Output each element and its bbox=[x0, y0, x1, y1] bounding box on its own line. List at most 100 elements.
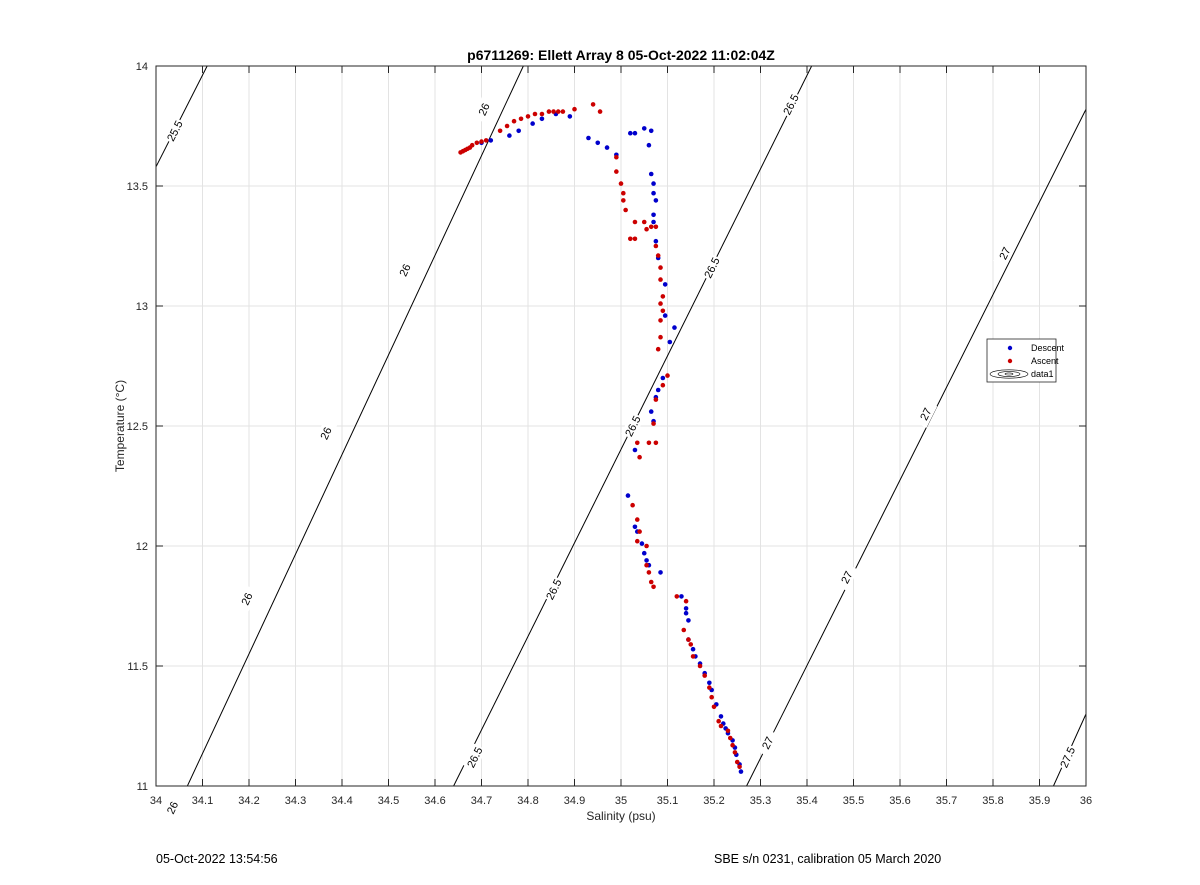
ascent-point bbox=[660, 308, 666, 314]
descent-point bbox=[672, 325, 677, 330]
ascent-point bbox=[697, 663, 703, 669]
ascent-point bbox=[572, 106, 577, 112]
descent-point bbox=[679, 594, 684, 599]
contour-line-25-5 bbox=[156, 66, 208, 168]
contour-label-bg bbox=[162, 116, 187, 145]
descent-point bbox=[530, 121, 535, 126]
contour-label: 26 bbox=[240, 591, 256, 607]
ascent-point bbox=[621, 190, 626, 196]
descent-point bbox=[738, 769, 744, 774]
ascent-point bbox=[634, 538, 640, 544]
x-tick-label: 35.6 bbox=[889, 795, 910, 807]
ascent-point bbox=[621, 198, 626, 203]
ascent-point bbox=[653, 397, 659, 402]
descent-point bbox=[718, 714, 724, 719]
descent-point bbox=[646, 142, 652, 148]
ascent-point bbox=[702, 673, 707, 678]
legend-data1-label: data1 bbox=[1031, 369, 1054, 379]
ascent-point bbox=[628, 236, 633, 242]
contour-label: 27 bbox=[839, 569, 855, 585]
ascent-point bbox=[658, 334, 663, 340]
contour-label-bg bbox=[621, 412, 645, 440]
descent-point bbox=[653, 238, 659, 244]
ascent-point bbox=[614, 154, 619, 160]
x-tick-label: 35.8 bbox=[982, 795, 1003, 807]
ascent-point bbox=[551, 109, 556, 114]
descent-point bbox=[655, 387, 661, 393]
descent-point bbox=[690, 646, 696, 652]
ascent-point bbox=[511, 118, 517, 124]
legend-ascent-marker bbox=[1007, 358, 1013, 364]
ascent-point bbox=[725, 728, 731, 734]
ascent-point bbox=[681, 627, 687, 633]
ascent-point bbox=[497, 128, 503, 134]
x-tick-label: 35.2 bbox=[703, 795, 724, 807]
contour-label-bg bbox=[472, 95, 496, 124]
descent-point bbox=[683, 610, 689, 616]
x-tick-label: 35.3 bbox=[750, 795, 771, 807]
y-tick-label: 11.5 bbox=[127, 661, 148, 673]
y-tick-label: 13.5 bbox=[127, 181, 148, 193]
ascent-point bbox=[637, 454, 642, 460]
ascent-point bbox=[546, 109, 552, 114]
descent-point bbox=[686, 618, 691, 623]
ascent-point bbox=[646, 440, 652, 446]
x-tick-label: 35.9 bbox=[1029, 795, 1050, 807]
descent-point bbox=[595, 140, 601, 146]
ascent-point bbox=[651, 421, 656, 426]
contour-label-bg bbox=[393, 256, 417, 284]
x-tick-label: 34.7 bbox=[471, 795, 492, 807]
descent-point bbox=[641, 126, 647, 131]
ascent-point bbox=[655, 253, 661, 258]
descent-point bbox=[507, 133, 512, 138]
descent-point bbox=[707, 680, 712, 686]
x-tick-label: 35.4 bbox=[796, 795, 817, 807]
contour-label-bg bbox=[314, 419, 338, 448]
ascent-point bbox=[532, 111, 538, 117]
ascent-point bbox=[718, 723, 724, 729]
y-axis-label: Temperature (°C) bbox=[113, 380, 127, 472]
ascent-point bbox=[518, 116, 524, 122]
ascent-point bbox=[716, 718, 721, 724]
contour-label: 26 bbox=[319, 426, 335, 442]
ascent-point bbox=[660, 382, 666, 388]
x-tick-label: 34.3 bbox=[285, 795, 306, 807]
descent-point bbox=[651, 219, 656, 225]
contour-label-bg bbox=[700, 253, 724, 282]
descent-point bbox=[628, 130, 633, 136]
ascent-point bbox=[641, 219, 647, 225]
ascent-point bbox=[474, 140, 480, 146]
legend-descent-marker bbox=[1007, 345, 1013, 351]
descent-point bbox=[651, 212, 656, 218]
x-tick-label: 35.5 bbox=[843, 795, 864, 807]
descent-point bbox=[632, 130, 638, 136]
ascent-point bbox=[653, 440, 659, 446]
x-axis-label: Salinity (psu) bbox=[586, 809, 655, 823]
ascent-point bbox=[732, 750, 738, 755]
ascent-point bbox=[632, 219, 638, 225]
ascent-point bbox=[648, 579, 654, 585]
ascent-point bbox=[658, 265, 663, 270]
contour-label: 26 bbox=[165, 800, 181, 816]
ascent-point bbox=[737, 764, 742, 770]
descent-point bbox=[667, 339, 673, 345]
x-tick-label: 34.4 bbox=[331, 795, 352, 807]
contour-label-bg bbox=[834, 563, 859, 592]
descent-point bbox=[660, 375, 666, 381]
ascent-point bbox=[651, 584, 656, 590]
chart-title: p6711269: Ellett Array 8 05-Oct-2022 11:… bbox=[467, 47, 775, 63]
ascent-point bbox=[560, 109, 566, 114]
descent-point bbox=[651, 181, 656, 186]
ascent-point bbox=[614, 169, 619, 174]
x-tick-label: 36 bbox=[1080, 795, 1092, 807]
ascent-point bbox=[479, 139, 484, 144]
ascent-point bbox=[660, 294, 666, 299]
ascent-point bbox=[637, 529, 642, 534]
descent-point bbox=[567, 114, 573, 119]
ascent-point bbox=[634, 440, 640, 446]
data-points bbox=[458, 102, 744, 774]
descent-point bbox=[653, 198, 659, 203]
legend: Descent Ascent data1 bbox=[986, 338, 1065, 383]
ascent-point bbox=[644, 226, 649, 232]
